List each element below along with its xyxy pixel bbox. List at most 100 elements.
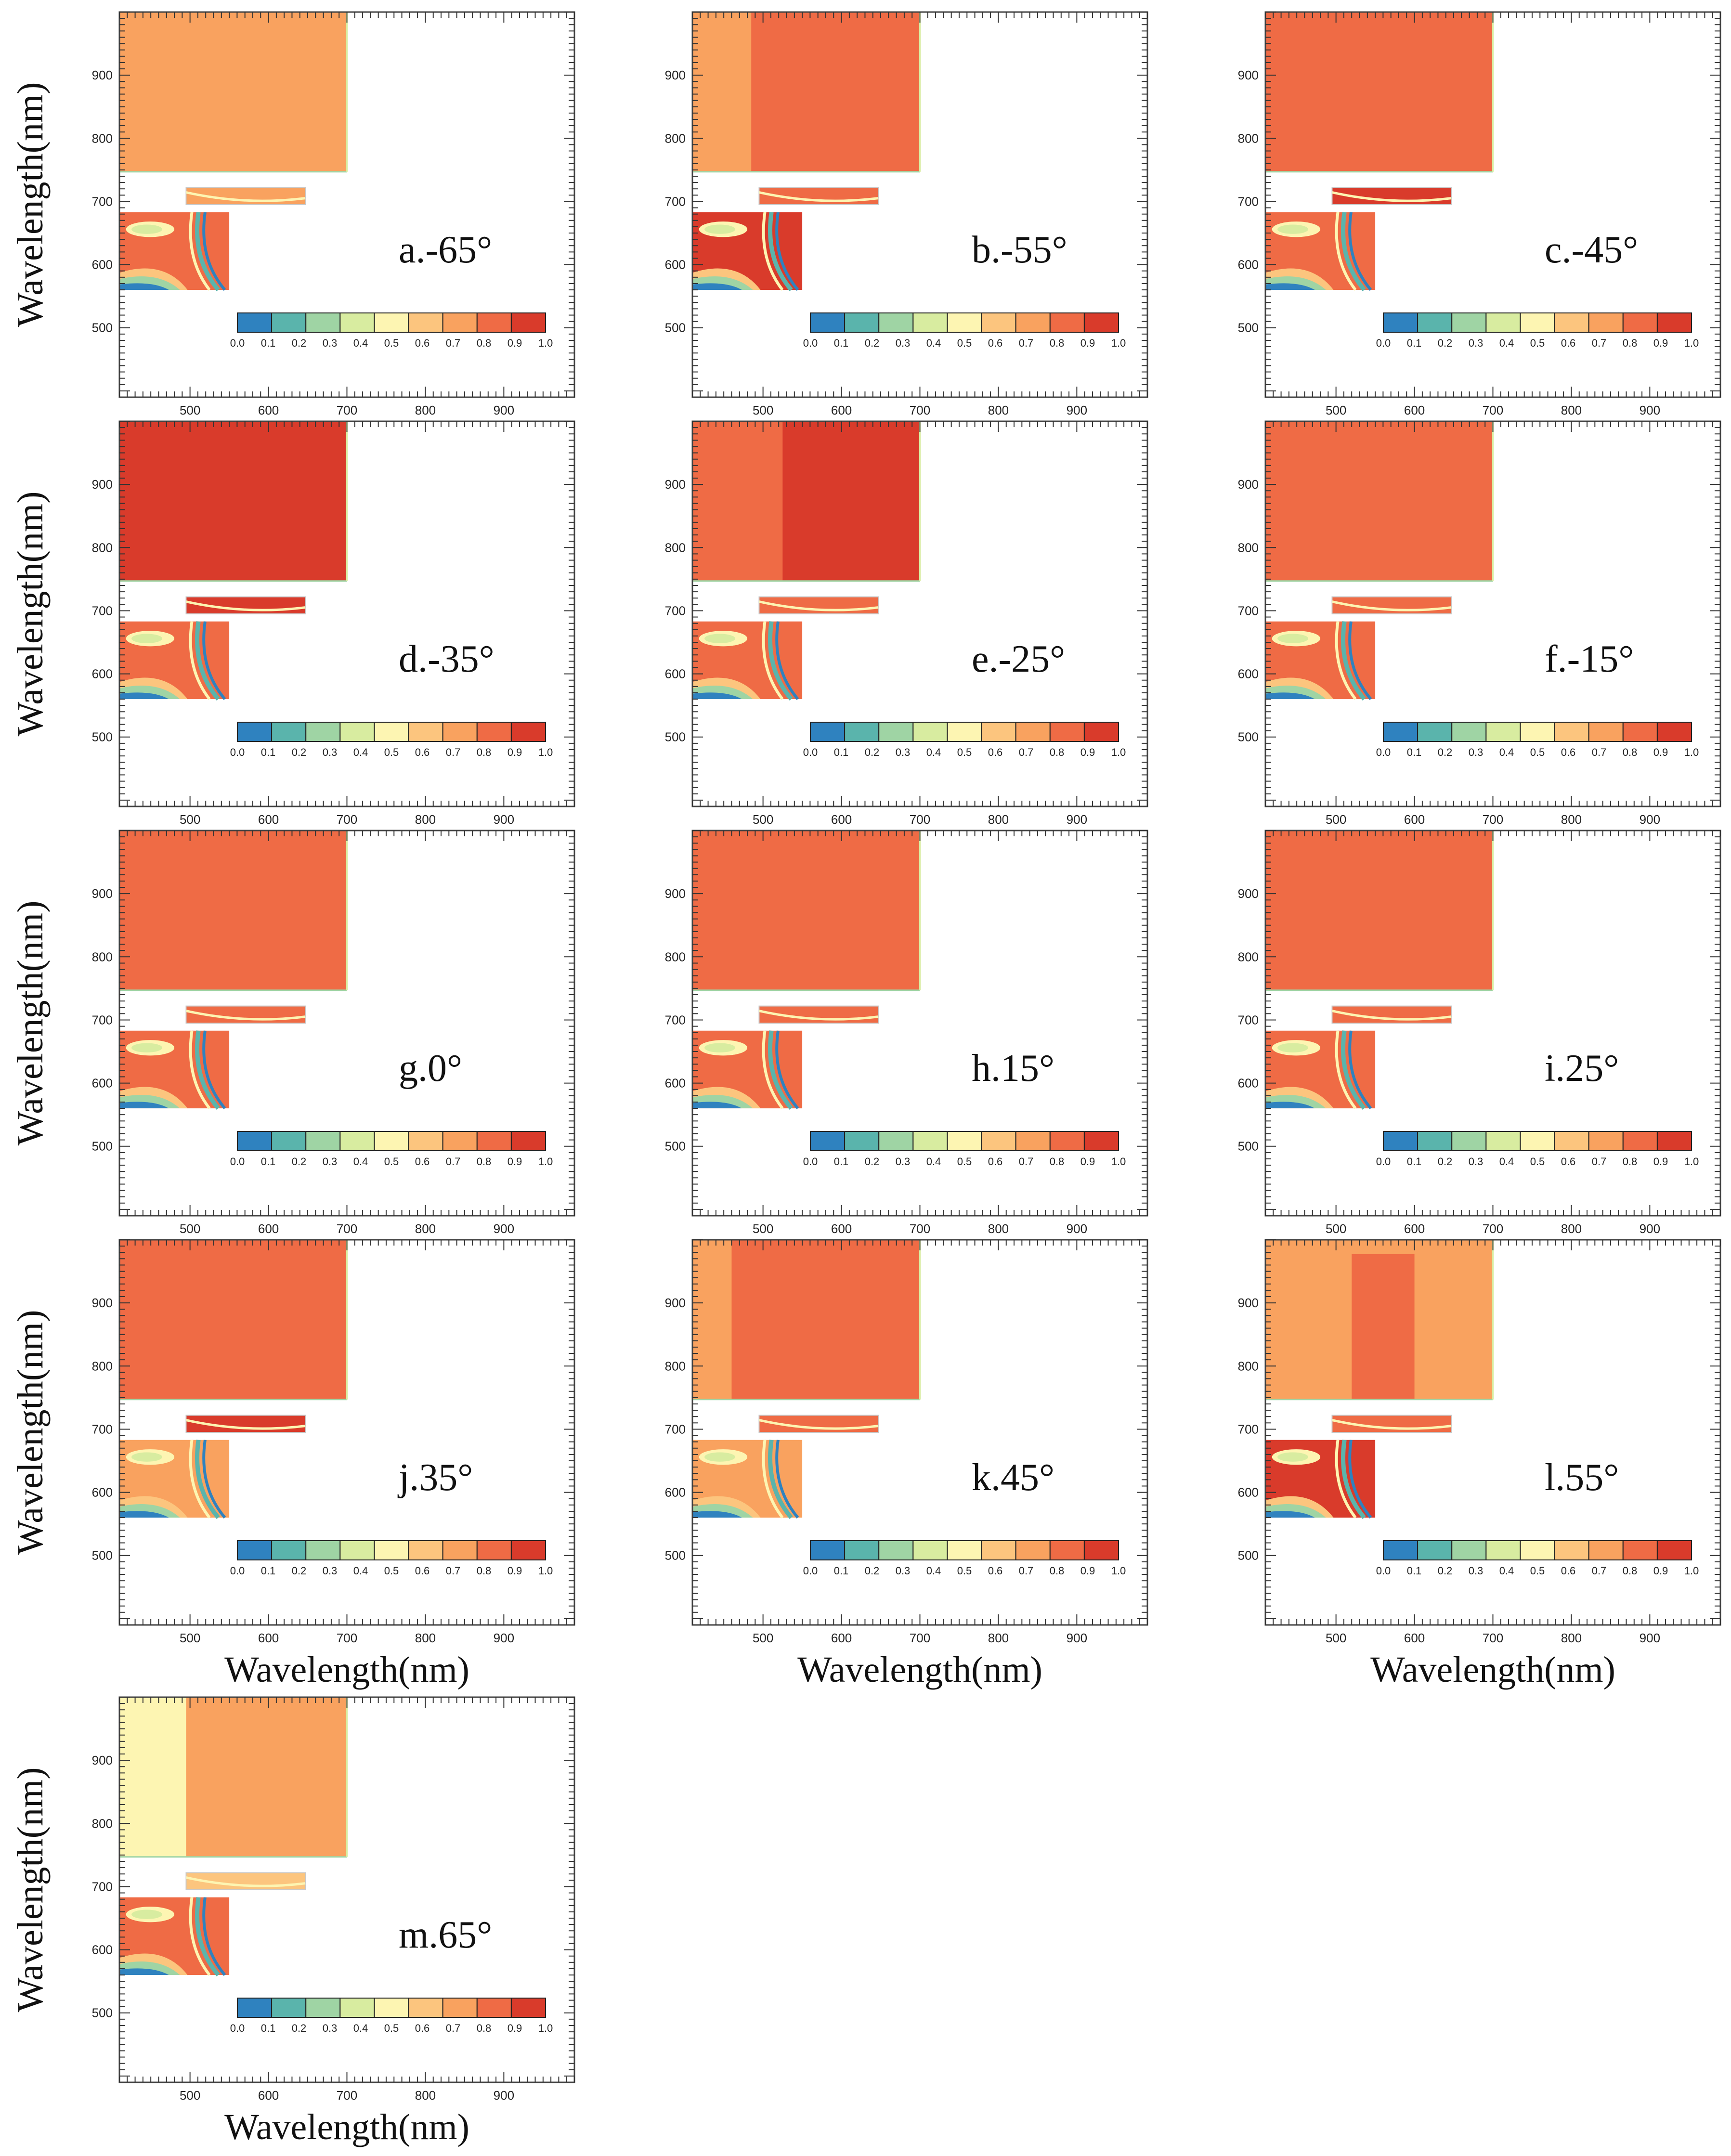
colorbar-tick-label: 1.0 — [1111, 1565, 1126, 1577]
x-tick-label: 800 — [988, 812, 1009, 827]
colorbar-segment — [374, 1131, 409, 1151]
contour-line — [762, 621, 784, 700]
colorbar-segment — [844, 312, 880, 333]
colorbar-tick-label: 1.0 — [538, 1156, 553, 1168]
colorbar-tick-label: 0.7 — [1592, 1156, 1607, 1168]
x-tick-label: 900 — [494, 403, 514, 417]
colorbar-tick-label: 0.0 — [1376, 746, 1391, 758]
colorbar-segment — [844, 1540, 880, 1560]
colorbar-tick-label: 0.9 — [1080, 746, 1095, 758]
contour-region — [119, 1511, 169, 1518]
colorbar-segment — [981, 1131, 1016, 1151]
x-tick-label: 700 — [1483, 403, 1503, 417]
heatmap-block-left-region — [692, 421, 783, 581]
colorbar-tick-label: 0.1 — [834, 1565, 849, 1577]
colorbar-tick-label: 0.3 — [323, 1156, 338, 1168]
colorbar-segment — [844, 722, 880, 742]
x-tick-label: 700 — [1483, 812, 1503, 827]
contour-line — [1335, 1030, 1357, 1109]
colorbar-segment — [1485, 312, 1521, 333]
heatmap-block — [692, 831, 920, 990]
colorbar-tick-label: 0.7 — [1592, 337, 1607, 349]
colorbar-tick-label: 0.5 — [957, 337, 972, 349]
colorbar-tick-label: 0.7 — [446, 1156, 461, 1168]
colorbar-segment — [1656, 1540, 1692, 1560]
x-tick-label: 800 — [988, 403, 1009, 417]
contour-line — [202, 1897, 226, 1976]
colorbar-segment — [1554, 722, 1589, 742]
y-tick-label: 700 — [665, 1422, 686, 1436]
colorbar-segment — [810, 1131, 846, 1151]
subplot-panel: 0.0 0.1 0.2 0.3 0.4 0.5 0.6 0.7 0.8 0.9 1.0 j.35° 50… — [10, 1239, 575, 1690]
x-tick-label: 500 — [1326, 1631, 1346, 1645]
x-tick-label: 600 — [831, 812, 852, 827]
colorbar-tick-label: 0.5 — [1530, 337, 1545, 349]
subplot-panel: 0.0 0.1 0.2 0.3 0.4 0.5 0.6 0.7 0.8 0.9 1.0 b.-55° 5… — [665, 11, 1148, 417]
x-tick-label: 900 — [1640, 1631, 1660, 1645]
colorbar-tick-label: 0.7 — [446, 2022, 461, 2034]
contour-region — [119, 283, 169, 290]
x-tick-label: 800 — [415, 812, 436, 827]
contour-line — [762, 1440, 784, 1519]
heatmap-block — [1265, 421, 1493, 581]
y-axis-title: Wavelength(nm) — [10, 492, 51, 737]
colorbar-tick-label: 0.9 — [1653, 337, 1668, 349]
contour-line — [775, 212, 799, 291]
colorbar-segment — [374, 312, 409, 333]
colorbar-segment — [1015, 312, 1051, 333]
colorbar-segment — [1451, 312, 1487, 333]
contour-line — [195, 1440, 220, 1519]
contour-line — [195, 1030, 220, 1110]
strip-contour — [758, 1010, 879, 1021]
colorbar-tick-label: 0.6 — [988, 1565, 1003, 1577]
colorbar-tick-label: 0.8 — [477, 1565, 492, 1577]
x-tick-label: 500 — [180, 812, 200, 827]
colorbar-tick-label: 0.8 — [1050, 746, 1065, 758]
heatmap-block — [1265, 831, 1493, 990]
colorbar-segment — [1049, 1131, 1085, 1151]
colorbar-segment — [1622, 1540, 1658, 1560]
contour-region — [131, 224, 162, 234]
colorbar-tick-label: 0.3 — [896, 1565, 911, 1577]
x-tick-label: 900 — [1067, 1631, 1087, 1645]
colorbar-segment — [374, 1998, 409, 2018]
contour-region — [1277, 1452, 1308, 1462]
x-tick-label: 900 — [494, 2088, 514, 2103]
colorbar-tick-label: 0.4 — [926, 1565, 941, 1577]
subplot-panel: 0.0 0.1 0.2 0.3 0.4 0.5 0.6 0.7 0.8 0.9 1.0 k.45° 50… — [665, 1239, 1148, 1690]
colorbar-segment — [1383, 1540, 1419, 1560]
colorbar-segment — [1485, 1540, 1521, 1560]
colorbar-tick-label: 0.0 — [803, 1565, 818, 1577]
colorbar-tick-label: 0.6 — [415, 2022, 430, 2034]
heatmap-block — [119, 1240, 347, 1400]
heatmap-block-left-region — [692, 1240, 732, 1400]
contour-line — [762, 1030, 784, 1109]
x-tick-label: 900 — [494, 1221, 514, 1236]
contour-line — [1348, 621, 1372, 700]
contour-line — [202, 1440, 226, 1519]
colorbar-tick-label: 0.4 — [1499, 746, 1514, 758]
colorbar-tick-label: 0.7 — [1019, 1565, 1034, 1577]
y-tick-label: 900 — [92, 477, 113, 492]
contour-line — [202, 621, 226, 700]
colorbar-segment — [476, 1998, 512, 2018]
colorbar-segment — [878, 1131, 914, 1151]
panel-label: h.15° — [972, 1047, 1054, 1090]
x-tick-label: 800 — [1561, 1221, 1582, 1236]
colorbar-tick-label: 0.0 — [230, 2022, 245, 2034]
colorbar-tick-label: 0.2 — [292, 1565, 307, 1577]
subplot-panel: 0.0 0.1 0.2 0.3 0.4 0.5 0.6 0.7 0.8 0.9 1.0 c.-45° 5… — [1238, 11, 1721, 417]
contour-region — [1265, 283, 1315, 290]
colorbar-segment — [981, 722, 1016, 742]
x-tick-label: 600 — [1404, 1631, 1425, 1645]
x-tick-label: 600 — [831, 1221, 852, 1236]
contour-line — [189, 212, 211, 291]
contour-line — [1341, 1440, 1366, 1519]
colorbar-segment — [1588, 1540, 1624, 1560]
y-tick-label: 700 — [1238, 603, 1259, 618]
colorbar-tick-label: 0.6 — [988, 337, 1003, 349]
colorbar-tick-label: 0.5 — [384, 1156, 399, 1168]
contour-region — [692, 283, 742, 290]
x-tick-label: 600 — [1404, 812, 1425, 827]
colorbar-tick-label: 0.1 — [1407, 1156, 1422, 1168]
